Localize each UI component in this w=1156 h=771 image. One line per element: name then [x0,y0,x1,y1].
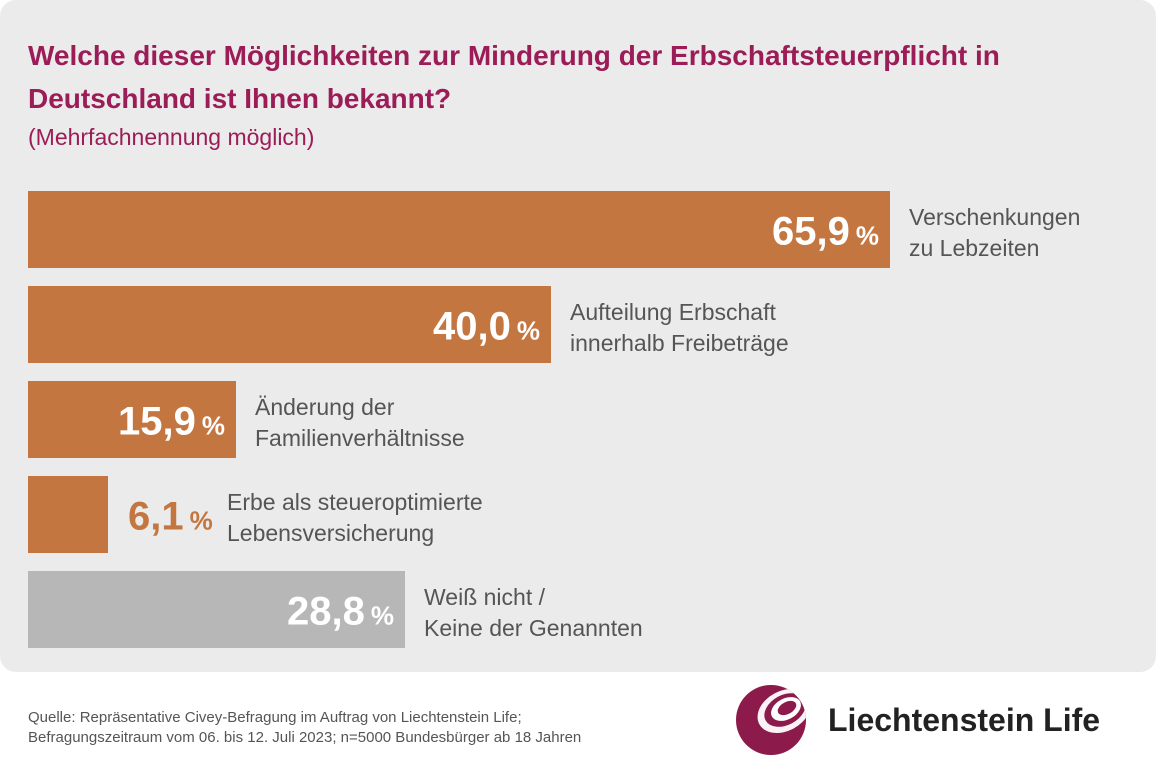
bar-4 [28,476,108,553]
bar-chart: 65,9 % Verschenkungen zu Lebzeiten 40,0 % Auft… [28,191,1080,648]
bar-label-4-line-1: Erbe als steueroptimierte [227,489,483,515]
bar-label-5-line-1: Weiß nicht / [424,584,546,610]
source-line-2: Befragungszeitraum vom 06. bis 12. Juli … [28,729,582,746]
bar-label-2-line-2: innerhalb Freibeträge [570,330,789,356]
bar-label-1-line-1: Verschenkungen [909,204,1080,230]
bar-1 [28,191,890,268]
bar-value-3: 15,9% [118,400,225,444]
chart-subtitle: (Mehrfachnennung möglich) [28,124,315,150]
bar-label-5-line-2: Keine der Genannten [424,615,643,641]
bar-value-4: 6,1% [128,495,213,539]
bar-label-3-line-2: Familienverhältnisse [255,425,465,451]
bar-value-2: 40,0% [433,305,540,349]
source-note: Quelle: Repräsentative Civey-Befragung i… [28,708,581,748]
bar-3 [28,381,236,458]
bar-label-4-line-2: Lebensversicherung [227,520,434,546]
chart-title: Welche dieser Möglichkeiten zur Minderun… [28,40,1000,114]
bar-2 [28,286,551,363]
bar-label-1-line-2: zu Lebzeiten [909,235,1039,261]
bar-value-5: 28,8% [287,590,394,634]
bar-value-1: 65,9% [772,210,879,254]
liechtenstein-life-logo-icon [736,685,806,755]
brand-name: Liechtenstein Life [828,702,1101,738]
source-line-1: Quelle: Repräsentative Civey-Befragung i… [28,709,522,726]
bar-label-2-line-1: Aufteilung Erbschaft [570,299,776,325]
bar-5 [28,571,405,648]
bar-label-3-line-1: Änderung der [255,394,395,420]
